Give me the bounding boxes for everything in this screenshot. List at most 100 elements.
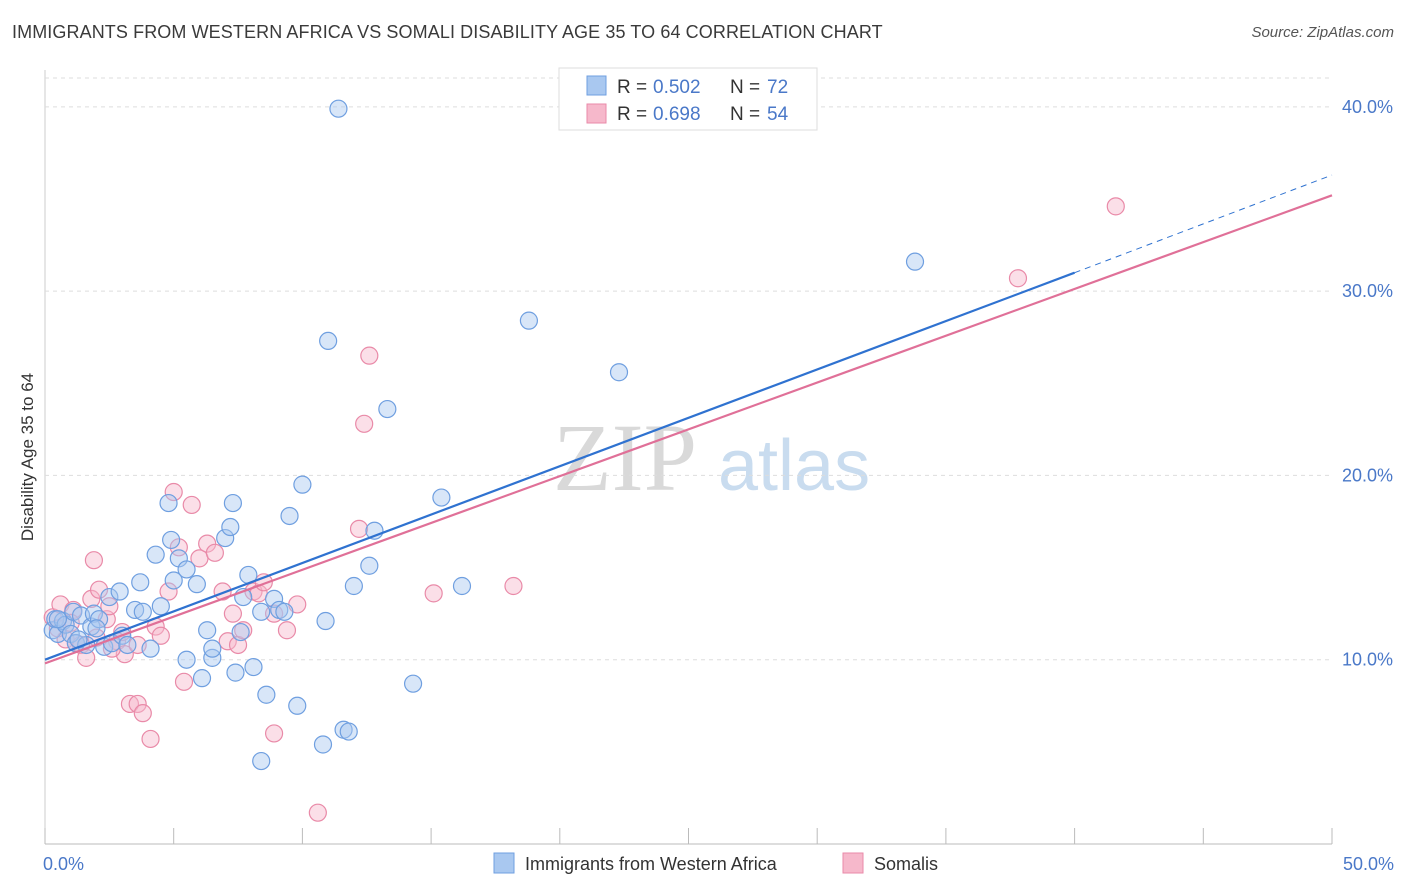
western-africa-trendline-extension	[1074, 174, 1333, 274]
y-tick-label: 40.0%	[1342, 97, 1393, 117]
stats-legend-r-label-1: R =	[617, 77, 647, 98]
series-legend: Immigrants from Western Africa Somalis	[493, 852, 938, 874]
western-africa-point	[110, 582, 129, 601]
somalis-point	[128, 694, 147, 714]
western-africa-point	[316, 611, 335, 631]
grid-layer	[45, 77, 1332, 661]
western-africa-point	[519, 311, 539, 330]
western-africa-point	[159, 493, 178, 513]
series-legend-label-pink: Somalis	[874, 854, 938, 874]
western-africa-point	[231, 622, 250, 642]
y-tick-label: 10.0%	[1342, 650, 1393, 670]
stats-legend-n-value-2: 54	[767, 104, 789, 125]
y-tick-label-layer: 10.0% 20.0% 30.0% 40.0%	[1342, 97, 1393, 670]
stats-legend: R = 0.502 N = 72 R = 0.698 N = 54	[558, 67, 818, 131]
western-africa-point	[223, 493, 243, 513]
somalis-point	[82, 589, 101, 609]
western-africa-point	[403, 674, 423, 693]
somalis-point	[182, 495, 201, 515]
somalis-point	[218, 632, 237, 651]
stats-legend-n-label-1: N =	[730, 77, 760, 98]
stats-legend-n-value-1: 72	[767, 77, 788, 98]
western-africa-point	[177, 650, 196, 669]
western-africa-point	[905, 252, 925, 271]
western-africa-point	[151, 597, 170, 616]
western-africa-point	[432, 488, 451, 507]
somalis-point	[234, 621, 253, 640]
somalis-point	[504, 576, 523, 596]
western-africa-point	[87, 619, 106, 638]
western-africa-point	[293, 475, 312, 494]
western-africa-point	[275, 602, 294, 621]
western-africa-point	[48, 610, 67, 629]
x-tick-label: 50.0%	[1343, 854, 1394, 874]
somalis-trendline	[44, 194, 1333, 665]
somalis-point	[360, 346, 379, 365]
somalis-point	[264, 724, 284, 743]
y-axis-label: Disability Age 35 to 64	[18, 373, 37, 541]
western-africa-point	[203, 648, 222, 667]
somalis-point	[159, 582, 178, 601]
western-africa-point	[216, 528, 235, 548]
western-africa-point	[198, 621, 217, 640]
series-legend-label-blue: Immigrants from Western Africa	[525, 854, 778, 874]
western-africa-point	[226, 663, 245, 682]
western-africa-point	[609, 363, 629, 382]
somalis-point	[100, 597, 119, 616]
series-legend-swatch-blue	[493, 852, 515, 874]
x-tick-layer: 0.0% 50.0%	[43, 828, 1394, 874]
somalis-point	[89, 580, 109, 599]
somalis-point	[133, 704, 152, 723]
y-tick-label: 30.0%	[1342, 281, 1393, 301]
stats-legend-swatch-pink	[586, 103, 607, 124]
western-africa-point	[319, 331, 338, 350]
western-africa-point	[329, 99, 348, 118]
western-africa-trendline	[44, 271, 1075, 661]
x-tick-label: 0.0%	[43, 854, 84, 874]
western-africa-point	[221, 517, 240, 537]
western-africa-point	[131, 573, 150, 592]
western-africa-point	[162, 530, 181, 550]
western-africa-point	[203, 639, 222, 658]
stats-legend-r-label-2: R =	[617, 104, 647, 125]
somalis-point	[164, 482, 183, 502]
western-africa-point	[257, 685, 276, 704]
western-africa-point	[177, 560, 196, 579]
western-africa-point	[187, 575, 206, 594]
somalis-point	[277, 621, 297, 640]
somalis-point	[424, 584, 443, 603]
western-africa-point	[133, 602, 152, 621]
western-africa-point	[378, 399, 397, 419]
western-africa-point	[360, 556, 379, 575]
watermark-atlas: atlas	[718, 426, 870, 506]
somalis-point	[141, 729, 160, 749]
trendline-layer	[44, 174, 1333, 665]
somalis-point	[174, 672, 194, 691]
somalis-point	[205, 543, 224, 562]
series-legend-swatch-pink	[842, 852, 864, 874]
western-africa-point	[244, 657, 263, 677]
western-africa-point	[252, 602, 271, 621]
somalis-point	[349, 519, 369, 538]
somalis-point	[223, 604, 243, 623]
western-africa-point	[146, 545, 165, 564]
somalis-point	[308, 803, 327, 822]
somalis-point	[198, 534, 217, 553]
western-africa-point	[344, 576, 363, 596]
somalis-point	[151, 626, 170, 645]
western-africa-point	[264, 589, 284, 609]
western-africa-point	[280, 506, 299, 526]
stats-legend-r-value-1: 0.502	[653, 77, 701, 98]
western-africa-point	[192, 669, 212, 688]
western-africa-point	[339, 722, 358, 741]
stats-legend-n-label-2: N =	[730, 104, 760, 125]
somalis-point	[213, 582, 232, 601]
stats-legend-r-value-2: 0.698	[653, 104, 701, 125]
western-africa-point	[252, 751, 271, 771]
somalis-point	[1008, 269, 1028, 288]
western-africa-point	[288, 696, 307, 715]
stats-legend-swatch-blue	[586, 75, 607, 96]
y-tick-label: 20.0%	[1342, 465, 1393, 485]
western-africa-point	[141, 639, 160, 658]
